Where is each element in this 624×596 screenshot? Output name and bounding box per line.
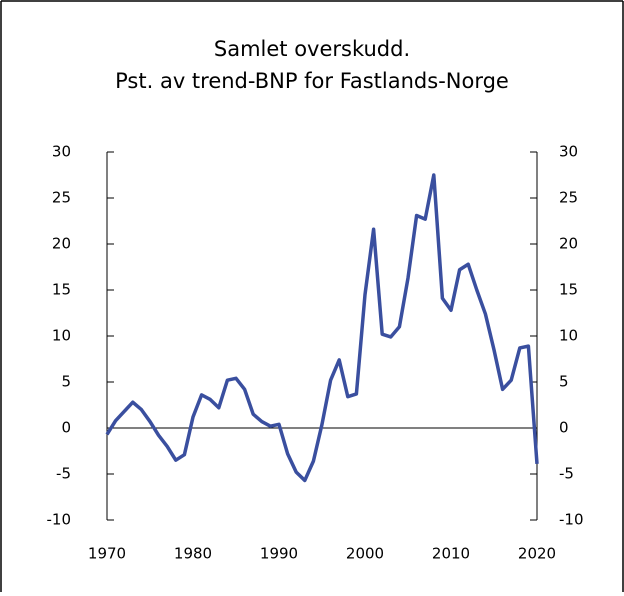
y2-tick-label: 10 <box>559 327 578 345</box>
y2-tick-label: 20 <box>559 235 578 253</box>
x-tick-label: 1990 <box>260 545 298 563</box>
y2-tick-label: 15 <box>559 281 578 299</box>
x-tick-label: 1970 <box>88 545 126 563</box>
y-tick-label: 30 <box>52 143 71 161</box>
y-tick-label: 25 <box>52 189 71 207</box>
y-tick-label: 5 <box>61 373 71 391</box>
chart-title: Pst. av trend-BNP for Fastlands-Norge <box>115 69 509 93</box>
y-tick-label: 10 <box>52 327 71 345</box>
x-tick-label: 2010 <box>432 545 470 563</box>
y2-tick-label: 0 <box>559 419 569 437</box>
y2-tick-label: -5 <box>559 465 574 483</box>
data-line <box>105 173 539 483</box>
y2-tick-label: -10 <box>559 511 584 529</box>
y-tick-label: -10 <box>47 511 72 529</box>
y2-tick-label: 25 <box>559 189 578 207</box>
y-tick-label: 0 <box>61 419 71 437</box>
y2-tick-label: 30 <box>559 143 578 161</box>
y-tick-label: -5 <box>56 465 71 483</box>
x-tick-label: 1980 <box>174 545 212 563</box>
x-tick-label: 2020 <box>518 545 556 563</box>
x-tick-label: 2000 <box>346 545 384 563</box>
chart-title: Samlet overskudd. <box>214 37 410 61</box>
y-tick-label: 20 <box>52 235 71 253</box>
y2-tick-label: 5 <box>559 373 569 391</box>
y-tick-label: 15 <box>52 281 71 299</box>
